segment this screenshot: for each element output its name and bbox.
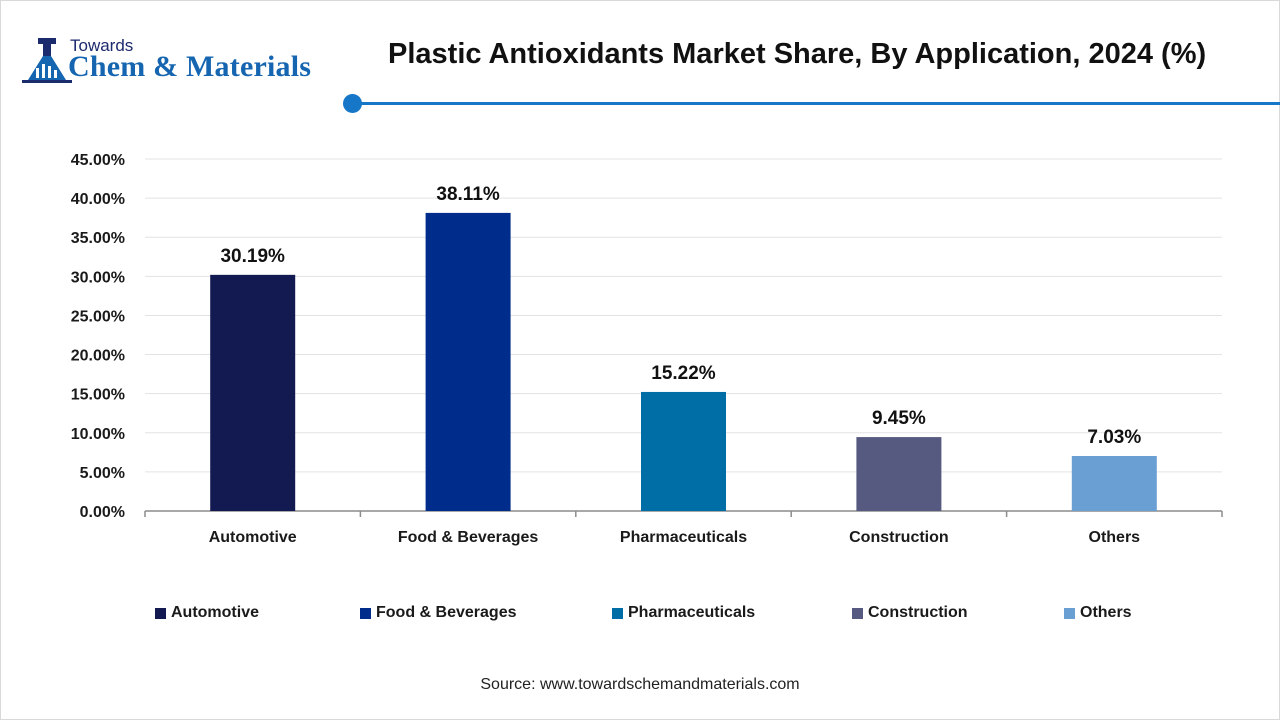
legend-item: Others xyxy=(1064,604,1132,622)
legend-swatch xyxy=(1064,607,1075,619)
legend-label: Food & Beverages xyxy=(376,604,517,621)
x-tick-label: Food & Beverages xyxy=(398,529,539,546)
y-tick-label: 45.00% xyxy=(71,152,125,169)
legend-label: Others xyxy=(1080,604,1132,621)
legend-swatch xyxy=(155,607,166,619)
bar-4 xyxy=(856,437,942,511)
bar-1 xyxy=(210,274,296,511)
y-tick-label: 35.00% xyxy=(71,230,125,247)
y-tick-label: 40.00% xyxy=(71,191,125,208)
source-note: Source: www.towardschemandmaterials.com xyxy=(480,676,800,693)
legend-label: Construction xyxy=(868,604,968,621)
x-tick-label: Others xyxy=(1089,529,1141,546)
y-tick-label: 25.00% xyxy=(71,308,125,325)
y-tick-label: 20.00% xyxy=(71,348,125,365)
flask-logo-icon xyxy=(22,38,72,83)
data-label: 9.45% xyxy=(872,408,926,429)
x-tick-label: Pharmaceuticals xyxy=(620,529,747,546)
bar-3 xyxy=(641,391,726,511)
legend-item: Automotive xyxy=(155,604,259,622)
bar-5 xyxy=(1071,456,1157,511)
data-label: 15.22% xyxy=(651,363,716,384)
chart-title: Plastic Antioxidants Market Share, By Ap… xyxy=(388,38,1207,70)
y-tick-label: 0.00% xyxy=(80,504,125,521)
y-tick-label: 30.00% xyxy=(71,269,125,286)
brand-line2: Chem & Materials xyxy=(68,50,312,83)
chart-legend: Automotive Food & Beverages Pharmaceutical… xyxy=(0,604,1280,626)
brand-line1: Towards xyxy=(70,36,134,55)
y-tick-label: 15.00% xyxy=(71,387,125,404)
data-label: 38.11% xyxy=(436,184,499,205)
legend-item: Food & Beverages xyxy=(360,604,516,622)
y-tick-label: 10.00% xyxy=(71,426,125,443)
title-rule-dot xyxy=(343,94,362,113)
legend-label: Automotive xyxy=(171,604,259,621)
legend-swatch xyxy=(852,607,863,619)
data-label: 30.19% xyxy=(220,246,285,267)
x-tick-label: Automotive xyxy=(209,529,297,546)
bar-chart: 0.00% 5.00% 10.00% 15.00% 20.00% 25.00% 30.00%… xyxy=(71,152,1223,546)
title-rule xyxy=(352,102,1280,105)
bar-2 xyxy=(425,212,511,511)
y-tick-label: 5.00% xyxy=(80,465,125,482)
data-label: 7.03% xyxy=(1087,427,1141,448)
legend-item: Pharmaceuticals xyxy=(612,604,755,622)
legend-swatch xyxy=(360,607,371,619)
legend-swatch xyxy=(612,607,623,619)
legend-item: Construction xyxy=(852,604,968,622)
legend-label: Pharmaceuticals xyxy=(628,604,756,621)
x-tick-label: Construction xyxy=(849,529,949,546)
